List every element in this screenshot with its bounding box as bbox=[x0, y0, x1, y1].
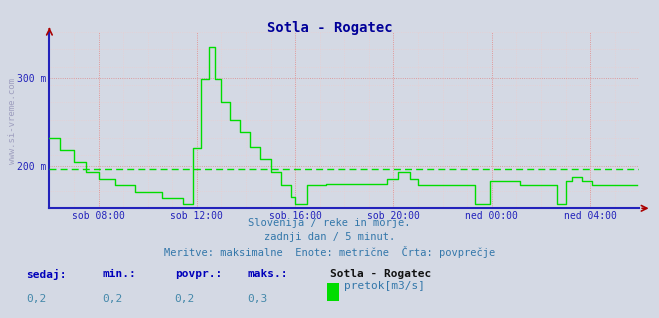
Text: sedaj:: sedaj: bbox=[26, 269, 67, 280]
Text: Meritve: maksimalne  Enote: metrične  Črta: povprečje: Meritve: maksimalne Enote: metrične Črta… bbox=[164, 246, 495, 259]
Text: 0,2: 0,2 bbox=[102, 294, 123, 304]
Text: povpr.:: povpr.: bbox=[175, 269, 222, 279]
Text: 0,2: 0,2 bbox=[175, 294, 195, 304]
Text: 0,2: 0,2 bbox=[26, 294, 47, 304]
Text: 0,3: 0,3 bbox=[247, 294, 268, 304]
Text: zadnji dan / 5 minut.: zadnji dan / 5 minut. bbox=[264, 232, 395, 242]
Text: min.:: min.: bbox=[102, 269, 136, 279]
Text: Sotla - Rogatec: Sotla - Rogatec bbox=[267, 21, 392, 35]
Text: Slovenija / reke in morje.: Slovenija / reke in morje. bbox=[248, 218, 411, 228]
Text: pretok[m3/s]: pretok[m3/s] bbox=[344, 281, 425, 291]
Text: Sotla - Rogatec: Sotla - Rogatec bbox=[330, 269, 431, 279]
Text: maks.:: maks.: bbox=[247, 269, 287, 279]
Text: www.si-vreme.com: www.si-vreme.com bbox=[8, 78, 17, 164]
